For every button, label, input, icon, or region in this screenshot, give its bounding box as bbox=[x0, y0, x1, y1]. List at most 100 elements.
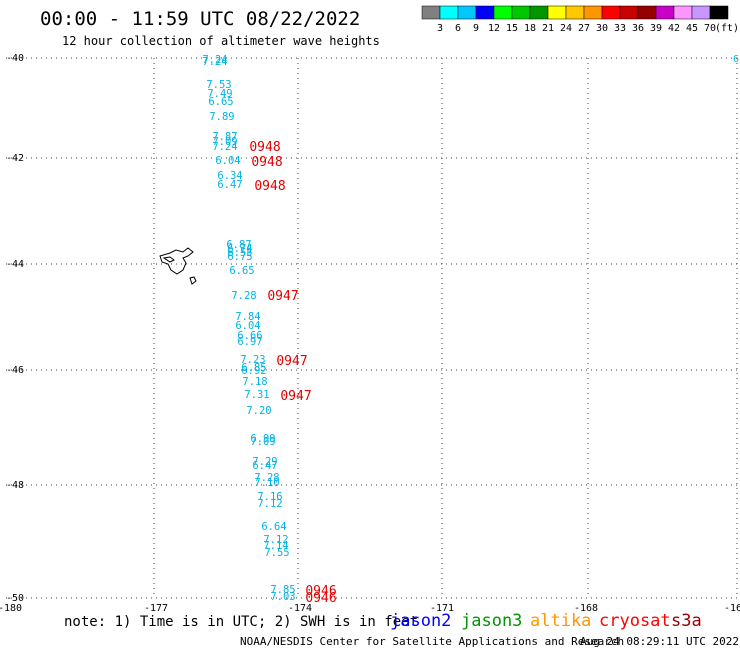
satellite-cryosat: cryosat bbox=[599, 611, 671, 631]
legend-label: 15 bbox=[506, 23, 518, 34]
time-label: 0947 bbox=[267, 289, 298, 304]
wave-height-label: 7.28 bbox=[231, 290, 256, 302]
wave-height-label: 6.04 bbox=[235, 320, 260, 332]
legend-swatch bbox=[493, 5, 513, 20]
wave-height-label: 6.04 bbox=[215, 155, 240, 167]
wave-height-label: 7.14 bbox=[263, 540, 288, 552]
legend-label: 45 bbox=[686, 23, 698, 34]
lon-label: -16 bbox=[724, 603, 740, 614]
legend-swatch bbox=[529, 5, 549, 20]
legend-swatch bbox=[673, 5, 693, 20]
wave-height-label: 6.92 bbox=[241, 365, 266, 377]
legend-label: 3 bbox=[437, 23, 443, 34]
legend-label: 27 bbox=[578, 23, 590, 34]
time-label: 0948 bbox=[249, 140, 280, 155]
legend-label: 12 bbox=[488, 23, 500, 34]
wave-height-label: 7.24 bbox=[212, 141, 237, 153]
lat-label: -46 bbox=[6, 365, 24, 376]
legend-label: 21 bbox=[542, 23, 554, 34]
wave-height-label: 7.12 bbox=[263, 534, 288, 546]
legend-swatch bbox=[637, 5, 657, 20]
wave-height-label: 7.20 bbox=[246, 405, 271, 417]
legend-swatch bbox=[475, 5, 495, 20]
footer-timestamp: Aug 24 08:29:11 UTC 2022 bbox=[580, 635, 739, 648]
wave-height-label: 6.65 bbox=[208, 96, 233, 108]
lat-label: -48 bbox=[6, 480, 24, 491]
wave-height-label: 7.12 bbox=[257, 498, 282, 510]
wave-height-label: 6.85 bbox=[241, 362, 266, 374]
satellite-altika: altika bbox=[530, 611, 591, 631]
wave-height-label: 7.09 bbox=[250, 436, 275, 448]
satellite-jason2: jason2 bbox=[390, 611, 451, 631]
legend-swatch bbox=[583, 5, 603, 20]
wave-height-label: 7.18 bbox=[242, 376, 267, 388]
wave-height-label: 7.03 bbox=[270, 591, 295, 603]
lat-lon-grid bbox=[6, 57, 738, 599]
satellite-jason3: jason3 bbox=[461, 611, 522, 631]
wave-height-label: 7.16 bbox=[257, 491, 282, 503]
wave-height-label: 6.97 bbox=[237, 336, 262, 348]
time-label: 0946 bbox=[305, 591, 336, 606]
wave-height-label: 6.66 bbox=[237, 330, 262, 342]
legend-swatch bbox=[565, 5, 585, 20]
map-title: 00:00 - 11:59 UTC 08/22/2022 bbox=[40, 8, 360, 30]
wave-height-label: 7.29 bbox=[252, 456, 277, 468]
legend-label: 42 bbox=[668, 23, 680, 34]
legend-label: 6 bbox=[455, 23, 461, 34]
wave-height-labels: 7.247.247.537.496.657.897.877.097.246.04… bbox=[202, 54, 295, 603]
wave-height-label: 7.09 bbox=[212, 136, 237, 148]
satellite-s3a: s3a bbox=[671, 611, 702, 631]
wave-height-label: 6.47 bbox=[252, 460, 277, 472]
legend-swatch bbox=[601, 5, 621, 20]
time-label: 0947 bbox=[280, 389, 311, 404]
wave-height-label: 7.84 bbox=[235, 311, 260, 323]
lat-label: -40 bbox=[6, 53, 24, 64]
time-label: 0946 bbox=[305, 584, 336, 599]
footer-credit: NOAA/NESDIS Center for Satellite Applica… bbox=[240, 635, 624, 648]
legend-label: 9 bbox=[473, 23, 479, 34]
legend-swatch bbox=[511, 5, 531, 20]
map-subtitle: 12 hour collection of altimeter wave hei… bbox=[62, 34, 380, 48]
legend-label: 30 bbox=[596, 23, 608, 34]
wave-height-label: 6.74 bbox=[227, 243, 252, 255]
wave-height-label: 7.55 bbox=[264, 547, 289, 559]
legend-swatch bbox=[547, 5, 567, 20]
legend-swatch bbox=[691, 5, 711, 20]
legend-swatch bbox=[439, 5, 459, 20]
wave-height-label: 6.34 bbox=[217, 170, 242, 182]
right-edge-label: 6 bbox=[733, 54, 739, 65]
wave-height-label: 7.24 bbox=[202, 54, 227, 66]
lon-label: -177 bbox=[144, 603, 168, 614]
legend-swatch bbox=[619, 5, 639, 20]
wave-height-label: 7.23 bbox=[240, 354, 265, 366]
wave-height-label: 7.10 bbox=[254, 477, 279, 489]
lat-label: -42 bbox=[6, 153, 24, 164]
wave-height-label: 7.28 bbox=[254, 472, 279, 484]
lon-label: -174 bbox=[288, 603, 312, 614]
color-legend: 3 6 9 12 15 18 21 24 27 30 33 36 39 42 45 70 bbox=[421, 5, 729, 34]
wave-height-label: 7.89 bbox=[209, 111, 234, 123]
legend-label: 24 bbox=[560, 23, 572, 34]
wave-height-label: 6.47 bbox=[217, 179, 242, 191]
legend-label: 70 bbox=[704, 23, 716, 34]
wave-height-label: 7.24 bbox=[202, 56, 227, 68]
legend-swatch bbox=[457, 5, 477, 20]
axis-labels: -40 -42 -44 -46 -48 -50-180 -177 -174 -171 -168 -1… bbox=[0, 53, 740, 614]
legend-label: 18 bbox=[524, 23, 536, 34]
note-text: note: 1) Time is in UTC; 2) SWH is in fe… bbox=[64, 614, 418, 630]
legend-unit: (ft) bbox=[715, 23, 739, 34]
legend-label: 33 bbox=[614, 23, 626, 34]
lon-label: -168 bbox=[574, 603, 598, 614]
wave-height-label: 7.49 bbox=[207, 88, 232, 100]
wave-height-label: 7.85 bbox=[270, 584, 295, 596]
legend-swatch bbox=[421, 5, 441, 20]
island-outline bbox=[159, 247, 197, 285]
legend-swatch bbox=[709, 5, 729, 20]
wave-height-label: 7.31 bbox=[244, 389, 269, 401]
lat-label: -44 bbox=[6, 259, 24, 270]
wave-height-label: 6.55 bbox=[227, 247, 252, 259]
wave-height-label: 6.75 bbox=[227, 251, 252, 263]
wave-height-label: 7.87 bbox=[212, 131, 237, 143]
